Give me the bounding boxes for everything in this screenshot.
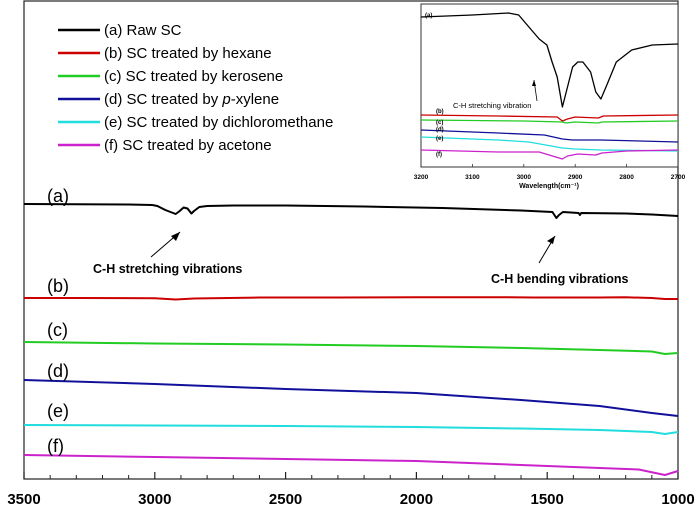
curve-label-b: (b) xyxy=(47,276,69,296)
inset-series-line-a xyxy=(420,12,679,108)
legend-item: (c) SC treated by kerosene xyxy=(58,68,283,85)
inset-label-d: (d) xyxy=(436,127,444,133)
legend-label: (a) Raw SC xyxy=(104,22,182,39)
legend-label: (e) SC treated by dichloromethane xyxy=(104,114,333,131)
inset-label-a: (a) xyxy=(425,13,432,19)
main-x-axis: 3500 3000 2500 2000 1500 1000 xyxy=(7,472,695,508)
series-line-a xyxy=(23,203,679,219)
inset-series-line-d xyxy=(420,129,679,143)
main-x-tick-label: 2000 xyxy=(400,491,433,508)
main-x-tick-label: 1000 xyxy=(661,491,694,508)
series-line-b xyxy=(24,296,678,301)
curve-label-a: (a) xyxy=(47,186,69,206)
inset-annotation-text: C-H stretching vibration xyxy=(453,101,531,110)
annotation-bending: C-H bending vibrations xyxy=(491,235,629,286)
annotation-arrowhead-stretching xyxy=(171,232,180,241)
curve-label-f: (f) xyxy=(47,436,64,456)
main-x-tick-label: 2500 xyxy=(269,491,302,508)
legend-item: (a) Raw SC xyxy=(58,22,182,39)
inset-x-axis-label: Wavelength(cm⁻¹) xyxy=(519,183,579,190)
inset-annotation-arrowhead xyxy=(532,80,536,86)
inset-x-tick-label: 3200 xyxy=(414,174,429,181)
inset-label-f: (f) xyxy=(436,152,442,158)
main-x-tick-label: 1500 xyxy=(531,491,564,508)
legend-item: (f) SC treated by acetone xyxy=(58,137,272,154)
annotation-text-bending: C-H bending vibrations xyxy=(491,272,629,286)
legend-item: (b) SC treated by hexane xyxy=(58,45,272,62)
curve-label-e: (e) xyxy=(47,401,69,421)
legend-label: (c) SC treated by kerosene xyxy=(104,68,283,85)
series-line-f xyxy=(23,454,679,476)
inset-series-line-b xyxy=(420,114,679,122)
inset-label-e: (e) xyxy=(436,136,443,142)
inset-chart: 3200 3100 3000 2900 2800 2700 (a) (b) (c) (d)… xyxy=(414,3,686,190)
inset-x-tick-label: 3000 xyxy=(517,174,532,181)
series-line-d xyxy=(23,379,679,417)
series-line-c xyxy=(23,341,679,355)
inset-plot-frame xyxy=(420,3,679,168)
inset-curve-labels: (a) (b) (c) (d) (e) (f) xyxy=(425,13,444,158)
inset-annotation: C-H stretching vibration xyxy=(453,79,538,110)
legend: (a) Raw SC (b) SC treated by hexane (c) SC… xyxy=(58,22,333,154)
main-x-tick-label: 3000 xyxy=(138,491,171,508)
legend-item: (e) SC treated by dichloromethane xyxy=(58,114,333,131)
main-curve-labels: (a) (b) (c) (d) (e) (f) xyxy=(47,186,69,456)
inset-x-axis: 3200 3100 3000 2900 2800 2700 xyxy=(414,164,686,181)
legend-label: (f) SC treated by acetone xyxy=(104,137,272,154)
curve-label-d: (d) xyxy=(47,361,69,381)
inset-series-line-e xyxy=(420,136,679,152)
inset-series-group xyxy=(420,12,679,160)
legend-label: (d) SC treated by p-xylene xyxy=(104,91,279,108)
curve-label-c: (c) xyxy=(47,320,68,340)
annotation-text-stretching: C-H stretching vibrations xyxy=(93,262,242,276)
inset-label-b: (b) xyxy=(436,109,444,115)
inset-x-tick-label: 2800 xyxy=(619,174,634,181)
inset-x-tick-label: 3100 xyxy=(465,174,480,181)
series-line-e xyxy=(23,424,679,435)
annotation-stretching: C-H stretching vibrations xyxy=(93,231,242,276)
main-series-group xyxy=(23,203,679,476)
inset-series-line-c xyxy=(420,119,679,124)
legend-label: (b) SC treated by hexane xyxy=(104,45,272,62)
inset-series-line-f xyxy=(420,149,679,160)
inset-x-tick-label: 2700 xyxy=(671,174,686,181)
inset-x-tick-label: 2900 xyxy=(568,174,583,181)
annotation-arrowhead-bending xyxy=(547,236,555,244)
inset-label-c: (c) xyxy=(436,120,443,126)
legend-item: (d) SC treated by p-xylene xyxy=(58,91,279,108)
main-x-tick-label: 3500 xyxy=(7,491,40,508)
